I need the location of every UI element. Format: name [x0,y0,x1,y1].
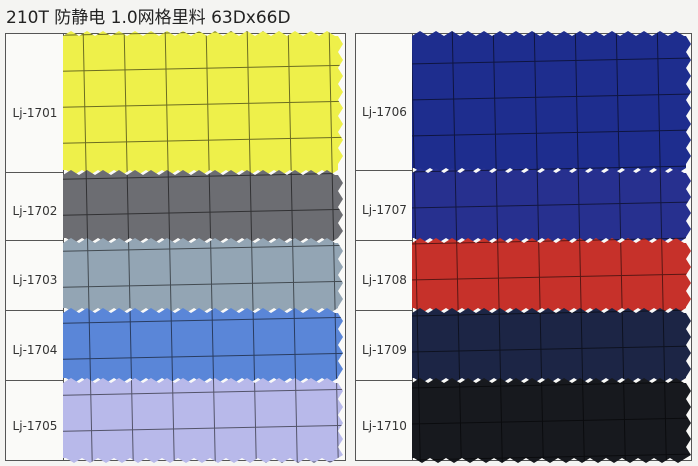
swatch-code: Lj-1710 [362,419,407,433]
swatch-code: Lj-1707 [362,203,407,217]
swatch-code: Lj-1705 [13,419,58,433]
swatch-code: Lj-1706 [362,105,407,119]
page-title: 210T 防静电 1.0网格里料 63Dx66D [6,8,291,28]
grid-pattern [63,308,343,383]
swatch-code: Lj-1703 [13,273,58,287]
grid-pattern [412,378,691,463]
swatch-code: Lj-1701 [13,106,58,120]
grid-pattern [63,31,343,175]
swatch-code: Lj-1708 [362,273,407,287]
grid-pattern [63,378,343,463]
grid-pattern [63,238,343,313]
grid-pattern [412,308,691,383]
grid-pattern [412,168,691,243]
swatch-code: Lj-1709 [362,343,407,357]
grid-pattern [63,170,343,243]
grid-pattern [412,238,691,313]
grid-pattern [412,31,691,173]
swatch-code: Lj-1704 [13,343,58,357]
swatch-code: Lj-1702 [13,204,58,218]
